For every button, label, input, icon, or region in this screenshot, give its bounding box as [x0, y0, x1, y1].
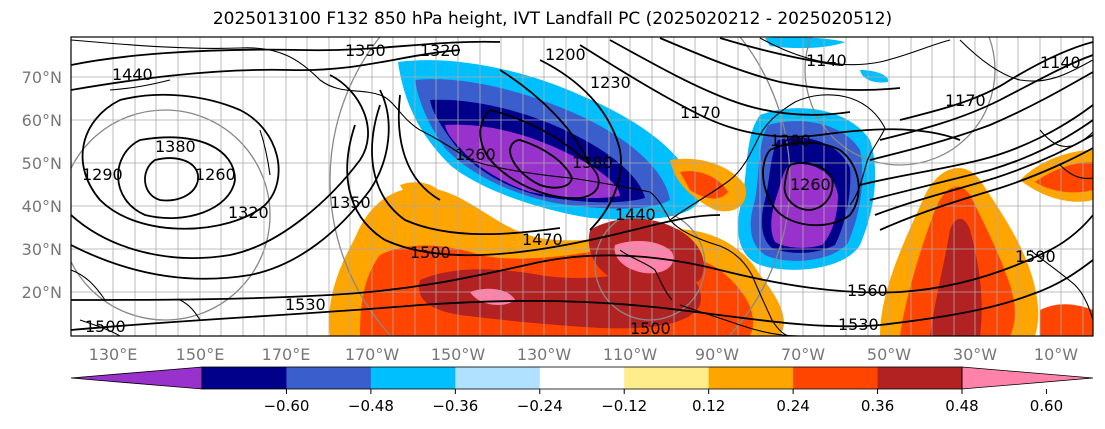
- colorbar-extend-low: [70, 366, 203, 390]
- colorbar-label: 0.48: [945, 397, 978, 415]
- contour-label: 1530: [285, 295, 326, 314]
- colorbar-label: −0.12: [601, 397, 647, 415]
- contour-label: 1350: [345, 41, 386, 60]
- colorbar-swatch: [793, 367, 879, 389]
- lon-tick-label: 170°E: [262, 345, 311, 364]
- colorbar-label: 0.24: [776, 397, 809, 415]
- contour-label: 1290: [82, 165, 123, 184]
- contour-label: 1170: [945, 91, 986, 110]
- map-frame: [70, 36, 1094, 337]
- contour-label: 1320: [420, 41, 461, 60]
- contour-label: 1440: [615, 205, 656, 224]
- colorbar-label: 0.36: [861, 397, 894, 415]
- colorbar-label: −0.24: [517, 397, 563, 415]
- lat-tick-label: 20°N: [22, 283, 62, 302]
- contour-label: 1380: [572, 153, 613, 172]
- latitude-labels: 20°N 30°N 40°N 50°N 60°N 70°N: [22, 68, 62, 302]
- contour-label: 1560: [847, 281, 888, 300]
- colorbar-swatch: [624, 367, 710, 389]
- lat-tick-label: 40°N: [22, 197, 62, 216]
- contour-label: 1590: [1015, 247, 1056, 266]
- contour-label: 1200: [545, 45, 586, 64]
- contour-label: 1500: [410, 243, 451, 262]
- colorbar: −0.60 −0.48 −0.36 −0.24 −0.12 0.12 0.24 0.36 0.4…: [70, 366, 1094, 415]
- colorbar-label: −0.60: [263, 397, 309, 415]
- colorbar-swatch: [286, 367, 372, 389]
- lon-tick-label: 130°W: [517, 345, 572, 364]
- contour-label: 1530: [838, 315, 879, 334]
- contour-label: 1140: [806, 51, 847, 70]
- lon-tick-label: 170°W: [345, 345, 400, 364]
- lon-tick-label: 70°W: [781, 345, 825, 364]
- contour-label: 1260: [790, 175, 831, 194]
- lon-tick-label: 150°W: [431, 345, 486, 364]
- colorbar-label: 0.12: [692, 397, 725, 415]
- lat-tick-label: 70°N: [22, 68, 62, 87]
- colorbar-swatch: [708, 367, 794, 389]
- longitude-labels: 130°E 150°E 170°E 170°W 150°W 130°W 110°…: [89, 345, 1079, 364]
- colorbar-swatch: [370, 367, 456, 389]
- contour-label: 1260: [455, 145, 496, 164]
- contour-label: 1500: [630, 319, 671, 338]
- colorbar-swatch: [877, 367, 963, 389]
- contour-label: 1350: [330, 193, 371, 212]
- contour-label: 1380: [155, 137, 196, 156]
- contour-labels: 1350 1320 1440 1380 1260 1290 1320 1350 …: [82, 41, 1081, 338]
- lon-tick-label: 50°W: [867, 345, 911, 364]
- lon-tick-label: 30°W: [953, 345, 997, 364]
- contour-label: 1320: [228, 203, 269, 222]
- colorbar-swatch: [539, 367, 625, 389]
- contour-label: 1290: [770, 131, 811, 150]
- lat-tick-label: 50°N: [22, 154, 62, 173]
- lon-tick-label: 10°W: [1034, 345, 1078, 364]
- lat-tick-label: 60°N: [22, 111, 62, 130]
- reference-circles: [71, 37, 996, 336]
- contour-label: 1500: [85, 317, 126, 336]
- contour-label: 1470: [522, 230, 563, 249]
- colorbar-extend-high: [961, 366, 1094, 390]
- lon-tick-label: 150°E: [176, 345, 225, 364]
- contour-label: 1230: [590, 73, 631, 92]
- colorbar-label: 0.60: [1030, 397, 1063, 415]
- map-title: 2025013100 F132 850 hPa height, IVT Land…: [212, 9, 893, 29]
- lon-tick-label: 130°E: [89, 345, 138, 364]
- colorbar-swatch: [202, 367, 287, 389]
- lat-tick-label: 30°N: [22, 240, 62, 259]
- lon-tick-label: 110°W: [603, 345, 658, 364]
- gridlines: [71, 37, 1093, 336]
- colorbar-label: −0.36: [432, 397, 478, 415]
- colorbar-outline: [201, 366, 963, 390]
- colorbar-swatch: [455, 367, 541, 389]
- contour-label: 1170: [680, 103, 721, 122]
- contour-label: 1440: [112, 65, 153, 84]
- height-contours: [71, 37, 1093, 331]
- colorbar-label: −0.48: [348, 397, 394, 415]
- contour-label: 1140: [1040, 53, 1081, 72]
- contour-label: 1260: [195, 165, 236, 184]
- lon-tick-label: 90°W: [695, 345, 739, 364]
